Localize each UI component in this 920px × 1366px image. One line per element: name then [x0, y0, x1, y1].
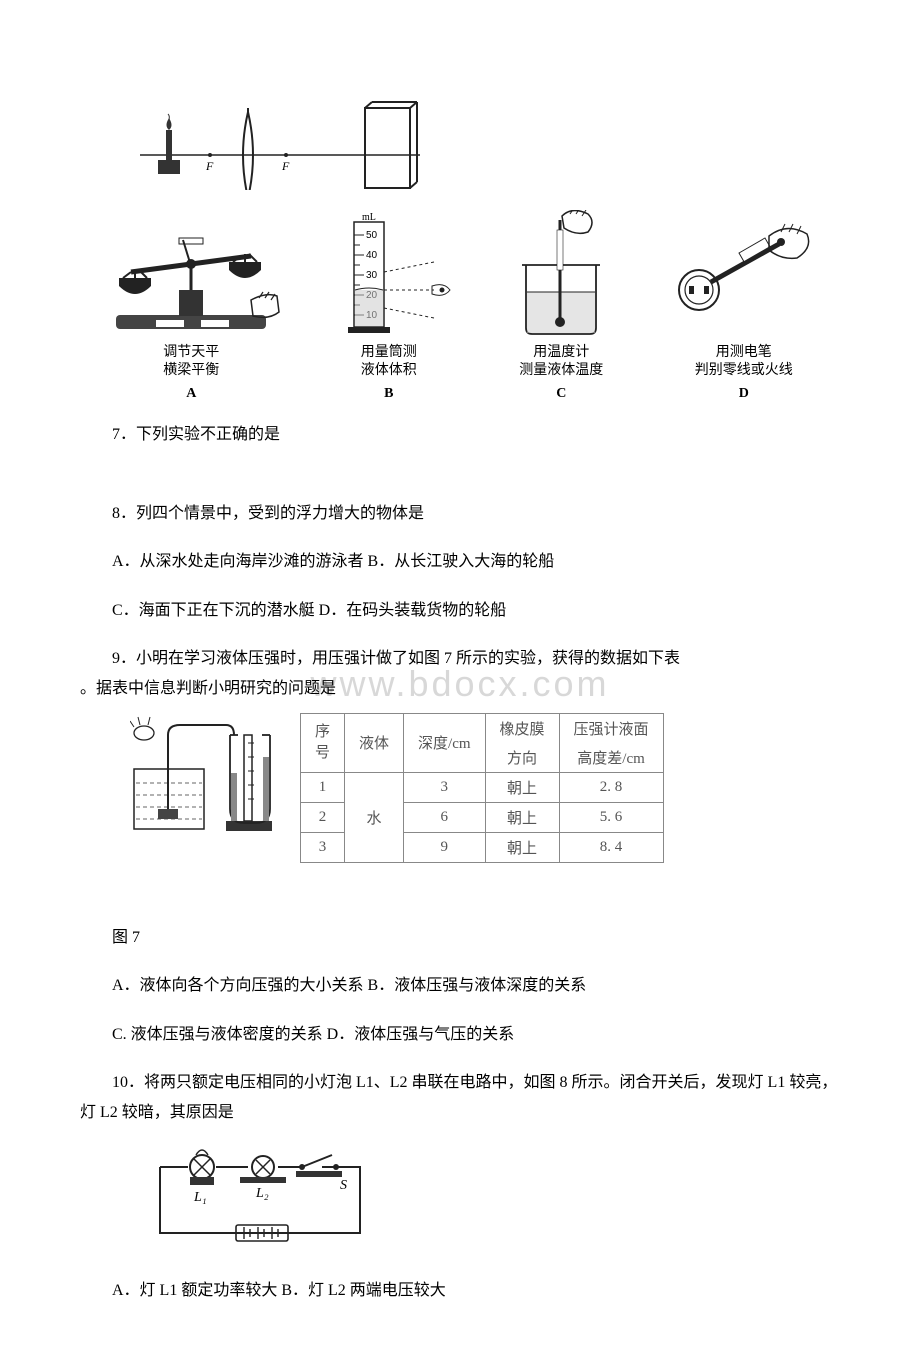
f-right-label: F [281, 159, 290, 173]
fig-b-caption-1: 用量筒测 [361, 345, 417, 360]
fig-d-label: D [739, 386, 749, 402]
svg-text:50: 50 [366, 230, 378, 241]
fig-c-caption-2: 测量液体温度 [519, 363, 603, 378]
q10-circuit-diagram: L₁ L₂ S [140, 1143, 840, 1258]
svg-text:L₂: L₂ [255, 1186, 269, 1201]
svg-text:mL: mL [362, 212, 376, 223]
fig-a-caption-1: 调节天平 [163, 345, 219, 360]
svg-text:30: 30 [366, 270, 378, 281]
f-left-label: F [205, 159, 214, 173]
fig-b-caption-2: 液体体积 [361, 363, 417, 378]
q8-options-ab: A．从深水处走向海岸沙滩的游泳者 B．从长江驶入大海的轮船 [80, 547, 840, 577]
lens-diagram: F F [140, 100, 840, 190]
q9-stem-1: 9．小明在学习液体压强时，用压强计做了如图 7 所示的实验，获得的数据如下表 [80, 644, 840, 674]
fig-d-caption-1: 用测电笔 [716, 345, 772, 360]
q9-options-ab: A．液体向各个方向压强的大小关系 B．液体压强与液体深度的关系 [80, 971, 840, 1001]
fig-c: 用温度计 测量液体温度 C [496, 210, 626, 402]
q9-figure-and-table: 序号 液体 深度/cm 橡皮膜 压强计液面 方向 高度差/cm 1 水 3 朝上… [130, 713, 840, 863]
q8-options-cd: C．海面下正在下沉的潜水艇 D．在码头装载货物的轮船 [80, 596, 840, 626]
svg-text:40: 40 [366, 250, 378, 261]
fig-d: 用测电笔 判别零线或火线 D [669, 220, 819, 402]
fig-d-caption-2: 判别零线或火线 [695, 363, 793, 378]
fig-c-caption-1: 用温度计 [533, 345, 589, 360]
fig-b-label: B [384, 386, 393, 402]
fig-a-caption-2: 横梁平衡 [163, 363, 219, 378]
q9-stem-2: 。据表中信息判断小明研究的问题是 [80, 674, 840, 704]
q9-data-table: 序号 液体 深度/cm 橡皮膜 压强计液面 方向 高度差/cm 1 水 3 朝上… [300, 713, 664, 863]
fig-a: 调节天平 横梁平衡 A [101, 220, 281, 402]
q9-options-cd: C. 液体压强与液体密度的关系 D．液体压强与气压的关系 [80, 1020, 840, 1050]
fig-b: mL 50 40 30 20 10 用量筒测 [324, 210, 454, 402]
pressure-gauge-diagram [130, 713, 280, 843]
q7-stem: 7．下列实验不正确的是 [80, 420, 840, 450]
fig-a-label: A [186, 386, 196, 402]
fig-c-label: C [556, 386, 566, 402]
svg-text:L₁: L₁ [193, 1190, 207, 1205]
svg-text:S: S [340, 1178, 347, 1193]
four-experiments-row: 调节天平 横梁平衡 A mL 50 40 30 20 10 [80, 210, 840, 402]
q8-stem: 8．列四个情景中，受到的浮力增大的物体是 [80, 499, 840, 529]
q9-fig-label: 图 7 [80, 923, 840, 953]
q10-stem: 10．将两只额定电压相同的小灯泡 L1、L2 串联在电路中，如图 8 所示。闭合… [80, 1068, 840, 1129]
